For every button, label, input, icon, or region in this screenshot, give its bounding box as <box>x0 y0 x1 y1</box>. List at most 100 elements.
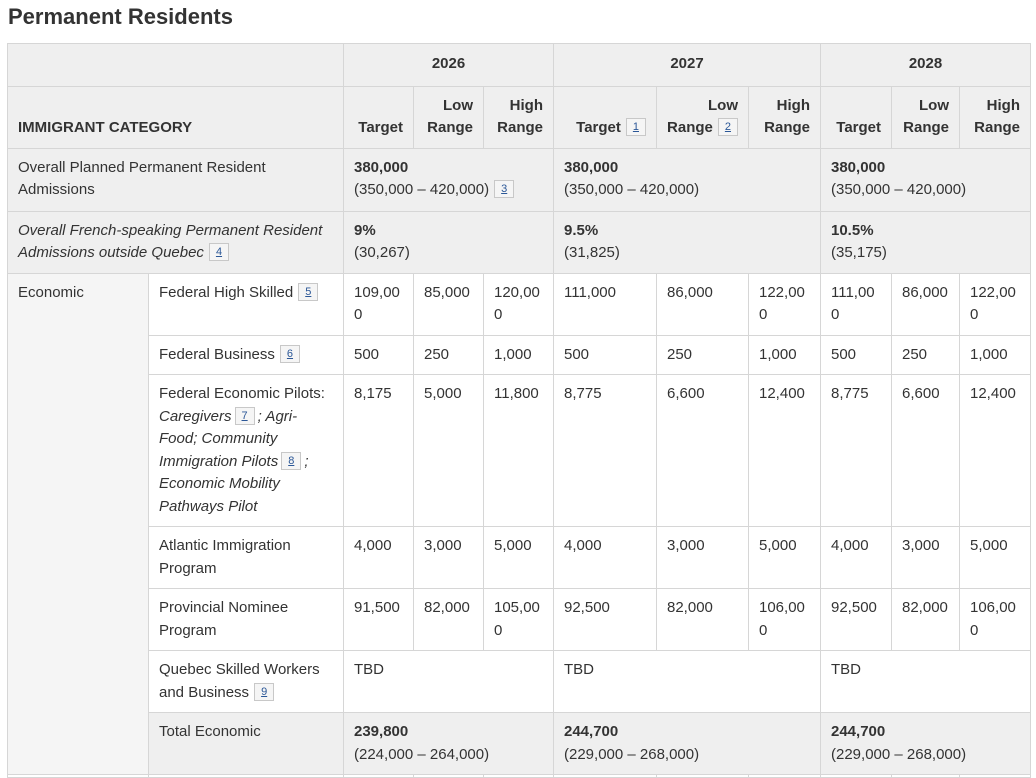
high-range-header-2028: High Range <box>959 85 1031 149</box>
pnp-label: Provincial Nominee Program <box>148 588 344 652</box>
fhs-2027-high: 122,000 <box>748 272 821 336</box>
fb-2026-low: 250 <box>413 334 484 376</box>
immigration-levels-table: 2026 2027 2028 IMMIGRANT CATEGORY Target… <box>7 42 1031 778</box>
federal-economic-pilots-label: Federal Economic Pilots: Caregivers 7; Ag… <box>148 374 344 528</box>
french-2027-value: 9.5% (31,825) <box>553 210 821 274</box>
row-federal-economic-pilots: Federal Economic Pilots: Caregivers 7; Ag… <box>8 374 1031 528</box>
pnp-2027-target: 92,500 <box>553 588 657 652</box>
header-spacer <box>7 42 344 87</box>
total-2028-target: 244,700 <box>831 723 886 741</box>
footnote-4-link[interactable]: 4 <box>215 246 223 259</box>
aip-2026-high: 5,000 <box>483 526 554 590</box>
federal-high-skilled-label: Federal High Skilled 5 <box>148 272 344 336</box>
pnp-2026-high: 105,000 <box>483 588 554 652</box>
pnp-2028-target: 92,500 <box>820 588 892 652</box>
overall-2028-value: 380,000 (350,000 – 420,000) <box>820 147 1031 212</box>
pilots-2026-target: 8,175 <box>343 374 414 528</box>
pilots-label-caregivers: Caregivers <box>159 407 232 425</box>
partial-cell <box>483 774 554 778</box>
partial-cell <box>343 774 414 778</box>
year-header-row: 2026 2027 2028 <box>7 42 1031 87</box>
partial-cell <box>891 774 960 778</box>
total-2028-range: (229,000 – 268,000) <box>831 745 967 763</box>
column-header-row: IMMIGRANT CATEGORY Target Low Range High… <box>7 85 1031 149</box>
footnote-2-marker: 2 <box>717 118 738 137</box>
fb-2027-low: 250 <box>656 334 749 376</box>
fhs-2027-target: 111,000 <box>553 272 657 336</box>
fhs-2027-low: 86,000 <box>656 272 749 336</box>
row-provincial-nominee-program: Provincial Nominee Program 91,500 82,000… <box>8 588 1031 652</box>
footnote-8-marker: 8 <box>281 451 302 470</box>
footnote-1-link[interactable]: 1 <box>632 121 639 134</box>
pilots-label-community: ; Agri-Food; Community Immigration Pilot… <box>159 407 298 470</box>
footnote-6-link[interactable]: 6 <box>286 347 294 360</box>
atlantic-label: Atlantic Immigration Program <box>148 526 344 590</box>
target-header-2027: Target 1 <box>553 85 657 149</box>
target-header-2026: Target <box>343 85 414 149</box>
overall-2028-range: (350,000 – 420,000) <box>831 181 967 199</box>
quebec-label: Quebec Skilled Workers and Business 9 <box>148 650 344 714</box>
row-quebec-skilled-workers: Quebec Skilled Workers and Business 9 TBD… <box>8 650 1031 714</box>
aip-2028-low: 3,000 <box>891 526 960 590</box>
footnote-5-link[interactable]: 5 <box>305 285 312 298</box>
fhs-2026-high: 120,000 <box>483 272 554 336</box>
fb-2026-target: 500 <box>343 334 414 376</box>
french-2027-range: (31,825) <box>564 244 620 262</box>
aip-2026-target: 4,000 <box>343 526 414 590</box>
fb-2026-high: 1,000 <box>483 334 554 376</box>
pilots-2028-low: 6,600 <box>891 374 960 528</box>
total-2027-target: 244,700 <box>564 723 619 741</box>
french-2026-value: 9% (30,267) <box>343 210 554 274</box>
quebec-2028-value: TBD <box>820 650 1031 714</box>
aip-2027-low: 3,000 <box>656 526 749 590</box>
year-header-2027: 2027 <box>553 42 821 87</box>
row-french-speaking: Overall French-speaking Permanent Reside… <box>7 210 1031 274</box>
pilots-2028-high: 12,400 <box>959 374 1031 528</box>
low-range-header-2026: Low Range <box>413 85 484 149</box>
french-2028-value: 10.5% (35,175) <box>820 210 1031 274</box>
low-range-header-2027: Low Range 2 <box>656 85 749 149</box>
footnote-2-link[interactable]: 2 <box>724 121 731 134</box>
pnp-2027-high: 106,000 <box>748 588 821 652</box>
row-overall-admissions: Overall Planned Permanent Resident Admis… <box>7 147 1031 212</box>
footnote-3-link[interactable]: 3 <box>501 183 508 196</box>
partial-cell <box>656 774 749 778</box>
page-title: Permanent Residents <box>8 4 233 29</box>
partial-cell <box>959 774 1031 778</box>
fb-2027-high: 1,000 <box>748 334 821 376</box>
low-range-header-2027-label: Low Range <box>667 96 738 137</box>
pilots-2027-target: 8,775 <box>553 374 657 528</box>
footnote-9-marker: 9 <box>254 682 275 701</box>
table-row-partial <box>7 774 1031 778</box>
pilots-2027-low: 6,600 <box>656 374 749 528</box>
pilots-2028-target: 8,775 <box>820 374 892 528</box>
aip-2027-high: 5,000 <box>748 526 821 590</box>
partial-cell <box>7 774 149 778</box>
french-2026-range: (30,267) <box>354 244 410 262</box>
aip-2027-target: 4,000 <box>553 526 657 590</box>
row-total-economic: Total Economic 239,800 (224,000 – 264,000… <box>8 712 1031 776</box>
overall-2027-target: 380,000 <box>564 158 619 176</box>
aip-2028-target: 4,000 <box>820 526 892 590</box>
pilots-2026-low: 5,000 <box>413 374 484 528</box>
overall-2028-target: 380,000 <box>831 158 886 176</box>
target-header-2028: Target <box>820 85 892 149</box>
overall-2026-value: 380,000 (350,000 – 420,000) 3 <box>343 147 554 212</box>
fhs-2028-high: 122,000 <box>959 272 1031 336</box>
french-speaking-label: Overall French-speaking Permanent Reside… <box>7 210 344 274</box>
footnote-8-link[interactable]: 8 <box>288 454 295 467</box>
row-atlantic-immigration-program: Atlantic Immigration Program 4,000 3,000… <box>8 526 1031 590</box>
overall-2027-range: (350,000 – 420,000) <box>564 181 700 199</box>
quebec-2027-value: TBD <box>553 650 821 714</box>
footnote-5-marker: 5 <box>298 282 319 301</box>
partial-cell <box>820 774 892 778</box>
high-range-header-2026: High Range <box>483 85 554 149</box>
footnote-7-link[interactable]: 7 <box>241 409 248 422</box>
french-2026-target: 9% <box>354 221 376 239</box>
overall-admissions-label: Overall Planned Permanent Resident Admis… <box>7 147 344 212</box>
fb-2028-target: 500 <box>820 334 892 376</box>
footnote-1-marker: 1 <box>625 118 646 137</box>
total-economic-2026-value: 239,800 (224,000 – 264,000) <box>343 712 554 776</box>
french-speaking-label-text: Overall French-speaking Permanent Reside… <box>18 221 323 262</box>
footnote-9-link[interactable]: 9 <box>261 685 268 698</box>
